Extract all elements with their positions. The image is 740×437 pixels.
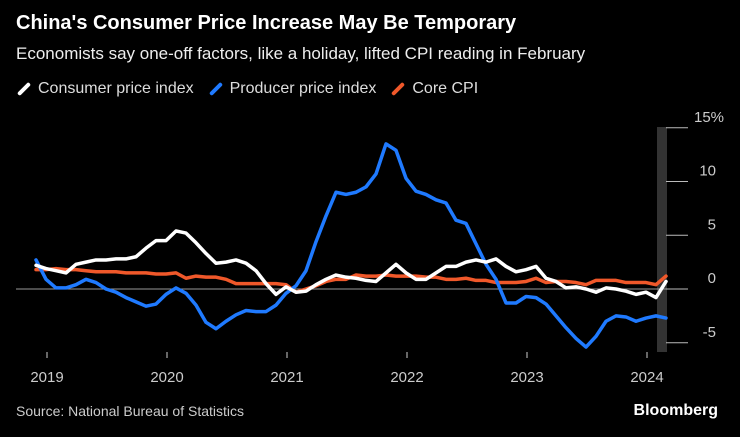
x-tick-label: 2021 — [270, 369, 303, 386]
highlight-bar — [657, 127, 667, 352]
y-tick-label: 0 — [708, 270, 716, 287]
series-line-consumer-price-index — [34, 229, 668, 300]
y-tick-label: 5 — [708, 216, 716, 233]
legend-item-core-cpi: Core CPI — [390, 80, 478, 98]
chart-title: China's Consumer Price Increase May Be T… — [16, 12, 517, 34]
x-tick-label: 2020 — [150, 369, 183, 386]
legend-item-ppi: Producer price index — [208, 80, 377, 98]
legend-label: Consumer price index — [38, 80, 194, 97]
legend-label: Core CPI — [412, 80, 479, 97]
chart-subtitle: Economists say one-off factors, like a h… — [16, 44, 586, 63]
legend-item-cpi: Consumer price index — [16, 80, 194, 98]
x-tick-label: 2024 — [630, 369, 663, 386]
series-line-producer-price-index — [34, 142, 668, 349]
bloomberg-logo: Bloomberg — [633, 402, 718, 419]
legend: Consumer price index Producer price inde… — [16, 80, 478, 98]
y-tick-label: 10 — [699, 163, 716, 180]
x-tick-label: 2023 — [510, 369, 543, 386]
x-tick-label: 2022 — [390, 369, 423, 386]
y-tick-label: -5 — [703, 324, 716, 341]
legend-label: Producer price index — [229, 80, 377, 97]
x-tick-label: 2019 — [30, 369, 63, 386]
source-note: Source: National Bureau of Statistics — [16, 403, 245, 419]
y-tick-label: 15% — [694, 109, 724, 126]
